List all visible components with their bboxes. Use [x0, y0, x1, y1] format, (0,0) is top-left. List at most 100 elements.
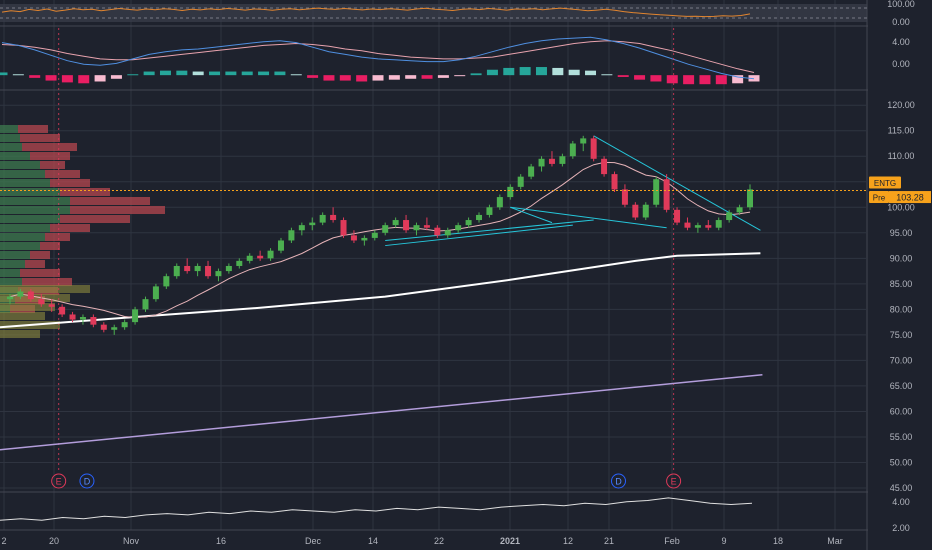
- time-axis-label: Mar: [827, 536, 843, 546]
- volume-profile-bar: [0, 143, 22, 151]
- time-axis[interactable]: 2 20 Nov 16 Dec 14 22 2021 12 21 Feb 9 18 Mar: [1, 536, 842, 546]
- volume-profile-bar: [45, 170, 80, 178]
- volume-profile-bar: [22, 143, 77, 151]
- macd-histogram-bar: [454, 75, 466, 77]
- candle-down: [601, 158, 608, 175]
- candle-up: [173, 265, 180, 277]
- price-axis-label: 110.00: [888, 151, 915, 161]
- candle-up: [152, 286, 159, 300]
- volume-profile-bar: [0, 188, 60, 196]
- candle-down: [69, 314, 76, 320]
- volume-profile-value-area: [0, 312, 45, 320]
- candle-up: [371, 232, 378, 238]
- volume-profile-bar: [40, 161, 65, 169]
- price-axis[interactable]: 100.00 0.00 4.00 0.00 120.00 115.00 110.00 100.…: [868, 0, 932, 550]
- price-axis-label: 80.00: [890, 304, 913, 314]
- dividend-marker-label: D: [84, 477, 91, 487]
- volume-profile-bar: [60, 215, 130, 223]
- candle-up: [747, 189, 753, 208]
- volume-profile-bar: [40, 242, 60, 250]
- macd-histogram-bar: [159, 70, 171, 76]
- time-axis-label: Dec: [305, 536, 322, 546]
- volume-profile-bar: [45, 233, 70, 241]
- macd-histogram-bar: [323, 75, 335, 81]
- candle-up: [79, 317, 86, 320]
- price-axis-label: 70.00: [890, 355, 913, 365]
- candle-up: [132, 309, 139, 323]
- candle-up: [142, 299, 149, 310]
- macd-histogram-bar: [683, 75, 695, 85]
- candle-down: [205, 265, 212, 277]
- rsi-pane[interactable]: [0, 4, 867, 22]
- macd-histogram-bar: [519, 67, 531, 76]
- axis-background: [868, 0, 932, 550]
- candle-up: [194, 265, 201, 272]
- macd-histogram-bar: [127, 74, 139, 76]
- volume-profile-bar: [50, 224, 90, 232]
- macd-histogram-bar: [209, 71, 221, 76]
- candle-up: [580, 138, 587, 144]
- volume-profile-value-area: [0, 294, 70, 302]
- volume-profile-bar: [20, 134, 60, 142]
- candle-up: [277, 240, 284, 251]
- bottom-indicator-line: [0, 497, 753, 521]
- macd-line: [1, 36, 755, 80]
- symbol-badge: [869, 176, 901, 189]
- last-price-label: 103.28: [896, 193, 924, 203]
- price-axis-label: 115.00: [888, 126, 915, 136]
- time-axis-label: 18: [773, 536, 783, 546]
- candle-down: [100, 324, 107, 330]
- price-axis-label: 55.00: [890, 432, 913, 442]
- macd-histogram-bar: [356, 75, 368, 82]
- dividend-marker: [611, 473, 627, 489]
- earnings-marker-label: E: [56, 477, 62, 487]
- candle-up: [486, 207, 493, 215]
- price-axis-label: 90.00: [890, 253, 913, 263]
- candle-down: [590, 138, 597, 159]
- candle-down: [663, 179, 670, 210]
- candle-up: [298, 225, 305, 231]
- macd-histogram-bar: [225, 71, 237, 76]
- macd-histogram-bar: [568, 69, 580, 76]
- candle-up: [319, 214, 326, 223]
- volume-profile-bar: [22, 278, 72, 286]
- candle-down: [632, 204, 639, 218]
- candle-up: [455, 225, 462, 231]
- macd-histogram-bar: [715, 75, 727, 85]
- candle-up: [559, 156, 566, 164]
- price-axis-label: 60.00: [890, 406, 913, 416]
- price-axis-label: 95.00: [890, 228, 913, 238]
- volume-profile-bar: [60, 188, 110, 196]
- candle-up: [382, 225, 389, 233]
- candle-down: [38, 299, 45, 305]
- bottom-axis-label: 4.00: [892, 497, 910, 507]
- candle-up: [726, 212, 733, 221]
- macd-histogram-bar: [666, 75, 678, 84]
- trendline: [385, 219, 594, 241]
- macd-signal-line: [1, 40, 755, 73]
- candle-down: [705, 225, 712, 228]
- price-axis-label: 45.00: [890, 483, 913, 493]
- volume-profile-bar: [0, 161, 40, 169]
- price-axis-label: 65.00: [890, 381, 913, 391]
- volume-profile-bar: [0, 125, 18, 133]
- earnings-marker-label: E: [671, 477, 677, 487]
- macd-histogram-bar: [388, 75, 400, 80]
- macd-histogram-bar: [421, 75, 433, 79]
- macd-histogram-bar: [732, 75, 744, 84]
- volume-pane[interactable]: [0, 497, 753, 521]
- rsi-line: [1, 7, 751, 18]
- macd-axis-label: 0.00: [892, 59, 910, 69]
- macd-histogram-bar: [45, 75, 57, 81]
- candle-up: [163, 276, 170, 287]
- macd-pane[interactable]: [0, 36, 760, 85]
- candle-down: [257, 255, 264, 259]
- price-axis-label: 75.00: [890, 330, 913, 340]
- price-axis-label: 85.00: [890, 279, 913, 289]
- candle-up: [246, 255, 253, 261]
- candle-up: [413, 225, 420, 231]
- macd-histogram-bar: [241, 71, 253, 76]
